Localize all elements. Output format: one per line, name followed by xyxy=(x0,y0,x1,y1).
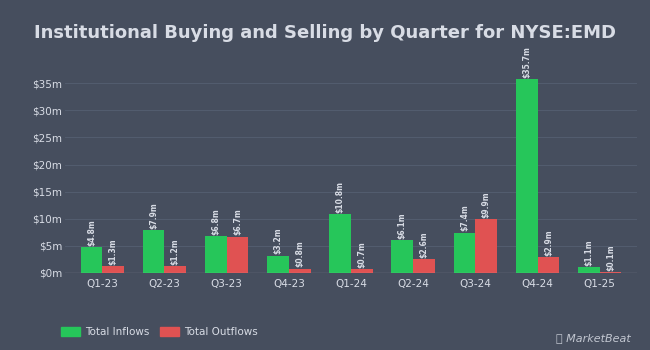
Text: $1.3m: $1.3m xyxy=(109,238,118,265)
Bar xyxy=(227,237,248,273)
Bar xyxy=(413,259,435,273)
Bar xyxy=(578,267,600,273)
Bar xyxy=(538,257,559,273)
Text: $1.2m: $1.2m xyxy=(171,238,180,265)
Text: $6.7m: $6.7m xyxy=(233,209,242,235)
Bar xyxy=(391,240,413,273)
Legend: Total Inflows, Total Outflows: Total Inflows, Total Outflows xyxy=(57,323,262,341)
Text: $6.8m: $6.8m xyxy=(211,208,220,235)
Bar xyxy=(164,266,187,273)
Text: $10.8m: $10.8m xyxy=(335,181,345,213)
Bar xyxy=(454,233,475,273)
Text: $35.7m: $35.7m xyxy=(522,46,531,78)
Bar xyxy=(330,215,351,273)
Bar xyxy=(515,79,538,273)
Text: $7.9m: $7.9m xyxy=(149,202,158,229)
Bar xyxy=(351,269,372,273)
Bar xyxy=(600,272,621,273)
Text: $7.4m: $7.4m xyxy=(460,205,469,231)
Text: Institutional Buying and Selling by Quarter for NYSE:EMD: Institutional Buying and Selling by Quar… xyxy=(34,25,616,42)
Text: $0.1m: $0.1m xyxy=(606,245,615,271)
Bar xyxy=(81,247,102,273)
Text: $3.2m: $3.2m xyxy=(274,228,283,254)
Bar xyxy=(143,230,164,273)
Bar xyxy=(102,266,124,273)
Bar xyxy=(475,219,497,273)
Bar xyxy=(205,236,227,273)
Text: $9.9m: $9.9m xyxy=(482,191,491,218)
Text: $0.8m: $0.8m xyxy=(295,240,304,267)
Bar xyxy=(267,256,289,273)
Text: $2.6m: $2.6m xyxy=(419,231,428,258)
Bar xyxy=(289,269,311,273)
Text: $0.7m: $0.7m xyxy=(358,241,367,268)
Text: $4.8m: $4.8m xyxy=(87,219,96,246)
Text: ⫿ MarketBeat: ⫿ MarketBeat xyxy=(556,333,630,343)
Text: $1.1m: $1.1m xyxy=(584,239,593,266)
Text: $6.1m: $6.1m xyxy=(398,212,407,239)
Text: $2.9m: $2.9m xyxy=(544,229,553,256)
